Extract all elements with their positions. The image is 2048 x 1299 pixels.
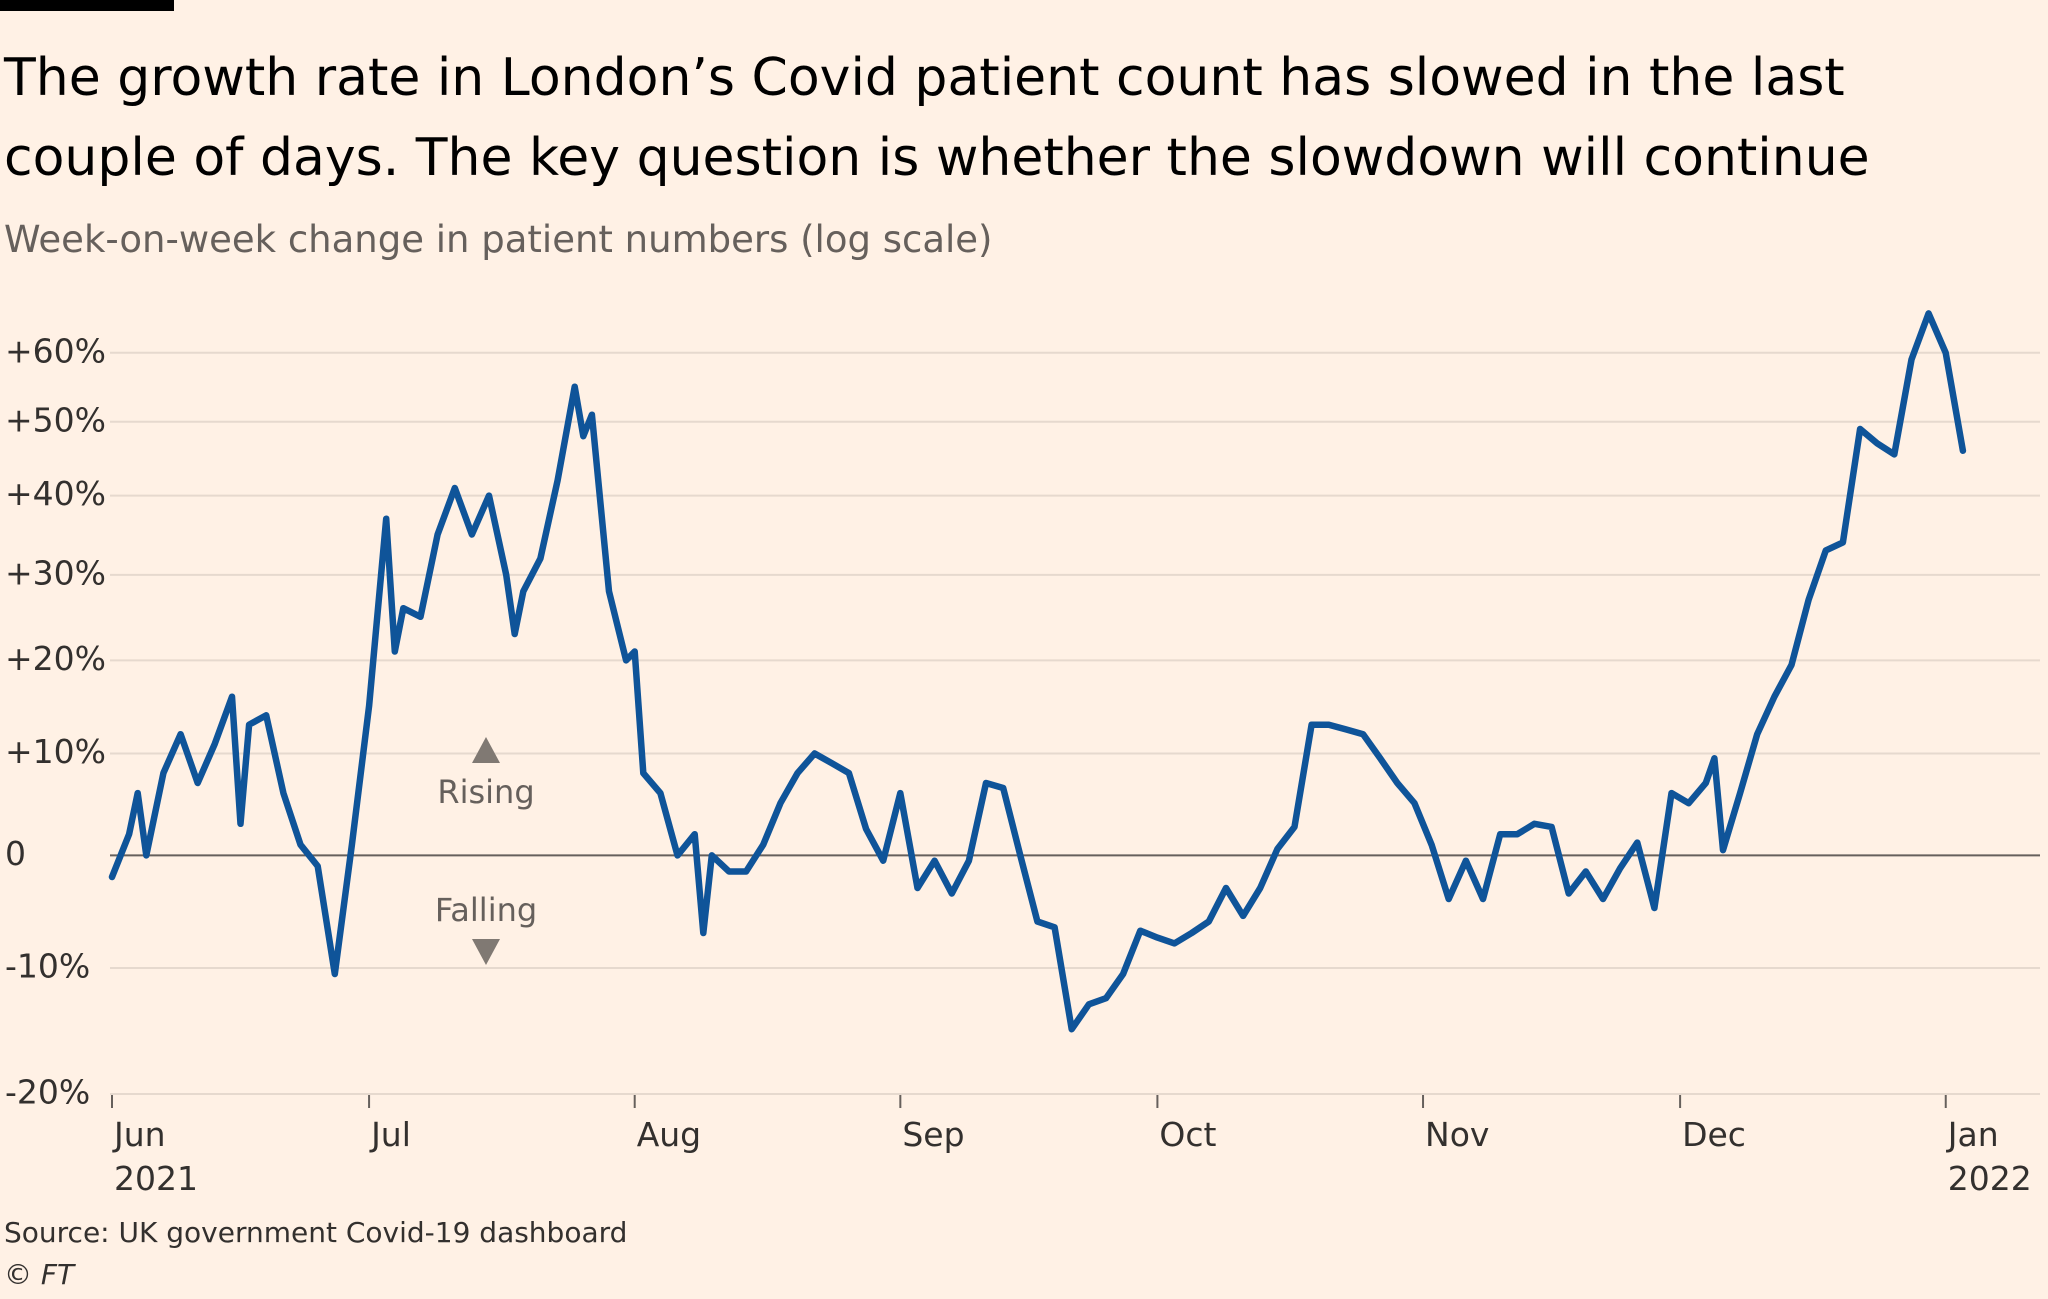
credit: © FT [4,1258,75,1291]
annotation: Rising [437,773,534,811]
x-tick-label: Jul [369,1115,411,1154]
rising-arrow [472,737,500,763]
ft-bar [0,0,174,11]
chart-title: The growth rate in London’s Covid patien… [4,48,1870,188]
source: Source: UK government Covid-19 dashboard [4,1216,628,1249]
y-tick-label: -20% [5,1073,90,1112]
x-tick-label: Sep [902,1115,964,1154]
x-tick-label: Nov [1425,1115,1489,1154]
y-tick-label: 0 [5,834,26,873]
y-tick-label: +10% [5,732,106,771]
y-tick-label: +50% [5,400,106,439]
y-tick-label: +40% [5,474,106,513]
annotation: Falling [435,891,537,929]
falling-arrow [472,939,500,965]
x-tick-label: Jan 2022 [1946,1115,2032,1198]
y-tick-label: +30% [5,553,106,592]
x-tick-label: Oct [1159,1115,1216,1154]
x-tick-label: Jun 2021 [112,1115,198,1198]
y-tick-label: +20% [5,639,106,678]
data-line [108,310,1967,1033]
y-tick-label: +60% [5,331,106,370]
x-tick-label: Aug [637,1115,701,1154]
y-tick-label: -10% [5,947,90,986]
chart-subtitle: Week-on-week change in patient numbers (… [4,218,993,261]
x-tick-label: Dec [1682,1115,1746,1154]
